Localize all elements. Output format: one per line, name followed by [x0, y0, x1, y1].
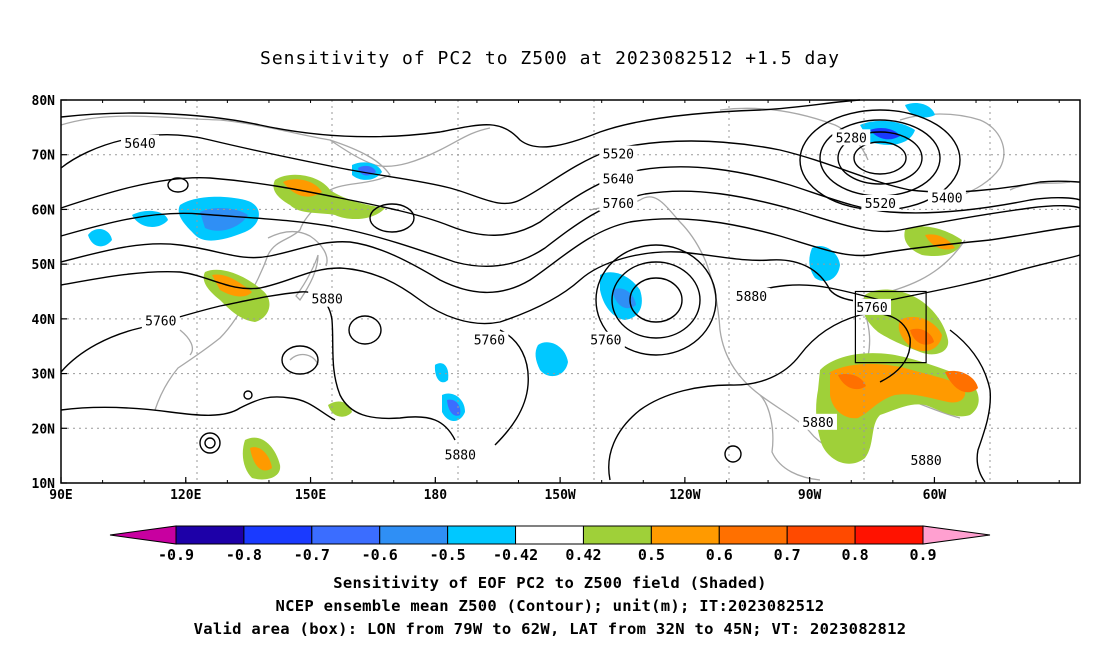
colorbar-end-high	[922, 525, 991, 545]
contour-label-bg	[121, 134, 160, 151]
colorbar-end-low	[109, 525, 177, 545]
lat-tick-label: 40N	[32, 313, 56, 328]
contour-label: 5760	[145, 315, 176, 330]
contour-label-bg	[927, 189, 966, 206]
contour-label: 5880	[802, 416, 833, 431]
lon-tick-label: 90E	[49, 488, 72, 503]
colorbar-label: 0.5	[638, 546, 665, 564]
contour-label-bg	[732, 287, 771, 304]
colorbar-label: -0.42	[493, 546, 538, 564]
lat-tick-label: 60N	[32, 203, 56, 218]
contour-label: 5520	[865, 197, 896, 212]
contour-label: 5640	[124, 137, 155, 152]
contour-label-bg	[798, 413, 837, 430]
z500-contours	[60, 99, 1081, 483]
colorbar-swatch	[243, 525, 313, 545]
lon-tick-label: 180	[424, 488, 448, 503]
lon-tick-label: 150W	[544, 488, 575, 503]
colorbar-swatch	[718, 525, 788, 545]
contour-label-bg	[861, 194, 900, 211]
contour-label: 5400	[931, 191, 962, 206]
map-title: Sensitivity of PC2 to Z500 at 2023082512…	[259, 48, 840, 69]
colorbar-label: 0.8	[842, 546, 869, 564]
contour-label-bg	[853, 298, 892, 315]
lon-tick-label: 60W	[923, 488, 947, 503]
contour-label: 5760	[590, 334, 621, 349]
colorbar-swatch	[650, 525, 720, 545]
lat-tick-label: 50N	[32, 258, 56, 273]
colorbar-label: -0.9	[158, 546, 194, 564]
contour-label: 5760	[603, 197, 634, 212]
caption-line-2: NCEP ensemble mean Z500 (Contour); unit(…	[275, 597, 825, 615]
colorbar-swatch	[582, 525, 652, 545]
contour-label: 5880	[910, 454, 941, 469]
colorbar-label: 0.6	[706, 546, 733, 564]
colorbar-swatch	[515, 525, 584, 545]
lat-tick-label: 10N	[32, 477, 56, 492]
contour-label-bg	[141, 312, 180, 329]
colorbar-swatch	[311, 525, 381, 545]
caption-line-3: Valid area (box): LON from 79W to 62W, L…	[193, 620, 907, 638]
colorbar-swatch	[379, 525, 449, 545]
colorbar-swatch	[175, 525, 245, 545]
contour-label-bg	[308, 290, 347, 307]
colorbar-label: -0.7	[294, 546, 330, 564]
lat-tick-label: 30N	[32, 368, 56, 383]
contour-label-bg	[441, 446, 480, 463]
contour-label-bg	[586, 331, 625, 348]
graticule	[61, 100, 1080, 483]
contour-label: 5520	[603, 148, 634, 163]
contour-label: 5880	[312, 293, 343, 308]
contour-label: 5880	[736, 290, 767, 305]
lon-tick-label: 150E	[295, 488, 326, 503]
lon-tick-label: 90W	[798, 488, 822, 503]
map-frame	[60, 99, 1081, 484]
contour-label-bg	[599, 194, 638, 211]
colorbar-swatch	[854, 525, 924, 545]
colorbar-label: 0.42	[565, 546, 601, 564]
colorbar-label: -0.8	[226, 546, 262, 564]
contour-label: 5760	[856, 301, 887, 316]
contour-label-bg	[907, 452, 946, 469]
contour-label: 5880	[445, 449, 476, 464]
lon-tick-label: 120E	[170, 488, 201, 503]
colorbar: -0.9 -0.8 -0.7 -0.6 -0.5 -0.42 0.42 0.5 0.6 0.7 0.…	[109, 525, 991, 564]
caption-line-1: Sensitivity of EOF PC2 to Z500 field (Sh…	[333, 574, 767, 592]
contour-label-bg	[470, 331, 509, 348]
lon-tick-label: 120W	[669, 488, 700, 503]
lat-tick-label: 20N	[32, 422, 56, 437]
contour-label: 5760	[474, 334, 505, 349]
colorbar-label: -0.5	[430, 546, 466, 564]
colorbar-label: -0.6	[362, 546, 398, 564]
contour-label: 5640	[603, 172, 634, 187]
colorbar-swatch	[786, 525, 856, 545]
contour-label-bg	[599, 170, 638, 187]
lat-tick-label: 70N	[32, 149, 56, 164]
valid-area-box	[854, 290, 927, 364]
contour-label: 5280	[836, 131, 867, 146]
contour-labels: 5640 5520 5640 5760 5280 5400 5520 5880 5760 5760…	[121, 129, 966, 469]
lat-tick-label: 80N	[32, 94, 56, 109]
colorbar-label: 0.9	[909, 546, 936, 564]
colorbar-label: 0.7	[774, 546, 801, 564]
contour-label-bg	[599, 145, 638, 162]
colorbar-swatch	[447, 525, 517, 545]
contour-label-bg	[832, 129, 871, 146]
